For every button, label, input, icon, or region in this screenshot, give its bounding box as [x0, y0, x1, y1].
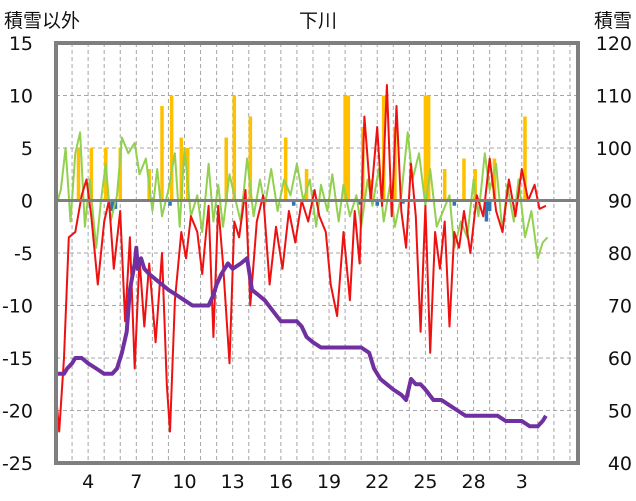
left-tick-label: -15 — [2, 348, 33, 370]
series-green-line — [55, 131, 549, 260]
left-tick-label: -10 — [2, 296, 33, 318]
precip-bar — [224, 137, 229, 201]
negative-bar — [291, 200, 296, 206]
precip-bar — [426, 95, 431, 201]
x-tick-label: 7 — [130, 471, 142, 493]
left-axis-label: 積雪以外 — [4, 10, 80, 32]
left-tick-label: 5 — [21, 138, 33, 160]
x-tick-label: 10 — [172, 471, 196, 493]
right-tick-label: 50 — [608, 401, 632, 423]
precip-bar — [118, 148, 123, 201]
precip-bar — [160, 106, 164, 201]
series-lines — [55, 84, 549, 433]
right-tick-label: 60 — [608, 348, 632, 370]
left-tick-label: 10 — [9, 86, 33, 108]
x-tick-label: 13 — [221, 471, 245, 493]
left-tick-label: -25 — [2, 453, 33, 475]
precip-bar — [89, 148, 94, 201]
x-tick-label: 28 — [462, 471, 486, 493]
negative-bar — [357, 200, 362, 205]
series-red-line — [55, 84, 547, 433]
left-tick-label: -5 — [14, 243, 33, 265]
x-axis-ticks: 4 7 10 13 16 19 22 25 28 3 — [82, 471, 528, 493]
precip-bar — [179, 137, 184, 201]
right-axis-ticks: 120 110 100 90 80 70 60 50 40 — [596, 33, 632, 475]
precip-bar — [169, 95, 174, 201]
right-tick-label: 40 — [608, 453, 632, 475]
x-tick-label: 4 — [82, 471, 94, 493]
precip-bar — [346, 95, 351, 201]
right-tick-label: 120 — [596, 33, 632, 55]
negative-bar — [487, 200, 492, 211]
precip-bar — [304, 169, 309, 201]
precip-bar — [76, 148, 81, 201]
precip-bar — [492, 158, 497, 201]
negative-bar — [401, 200, 405, 204]
right-tick-label: 90 — [608, 191, 632, 213]
negative-bar — [452, 200, 457, 206]
x-tick-label: 19 — [317, 471, 341, 493]
precip-bar — [248, 116, 253, 201]
precip-bar — [283, 137, 288, 201]
x-tick-label: 16 — [269, 471, 293, 493]
x-tick-label: 25 — [413, 471, 437, 493]
right-tick-label: 80 — [608, 243, 632, 265]
series-purple-line — [56, 245, 548, 429]
negative-bar — [375, 200, 379, 206]
negative-bar — [484, 200, 489, 222]
precip-bar — [462, 158, 466, 201]
chart-title: 下川 — [299, 10, 337, 32]
precip-bar — [442, 169, 447, 201]
x-tick-label: 22 — [365, 471, 389, 493]
precip-bar — [523, 116, 527, 201]
left-axis-ticks: 15 10 5 0 -5 -10 -15 -20 -25 — [2, 33, 33, 475]
left-tick-label: 15 — [9, 33, 33, 55]
right-tick-label: 110 — [596, 86, 632, 108]
negative-bar — [110, 200, 114, 211]
right-axis-label: 積雪 — [594, 10, 632, 32]
x-tick-label: 3 — [516, 471, 528, 493]
plot-frame — [54, 41, 580, 465]
left-tick-label: 0 — [21, 191, 33, 213]
right-tick-label: 100 — [596, 138, 632, 160]
negative-bar — [168, 200, 172, 206]
left-tick-label: -20 — [2, 401, 33, 423]
precip-bar — [232, 95, 237, 201]
right-tick-label: 70 — [608, 296, 632, 318]
